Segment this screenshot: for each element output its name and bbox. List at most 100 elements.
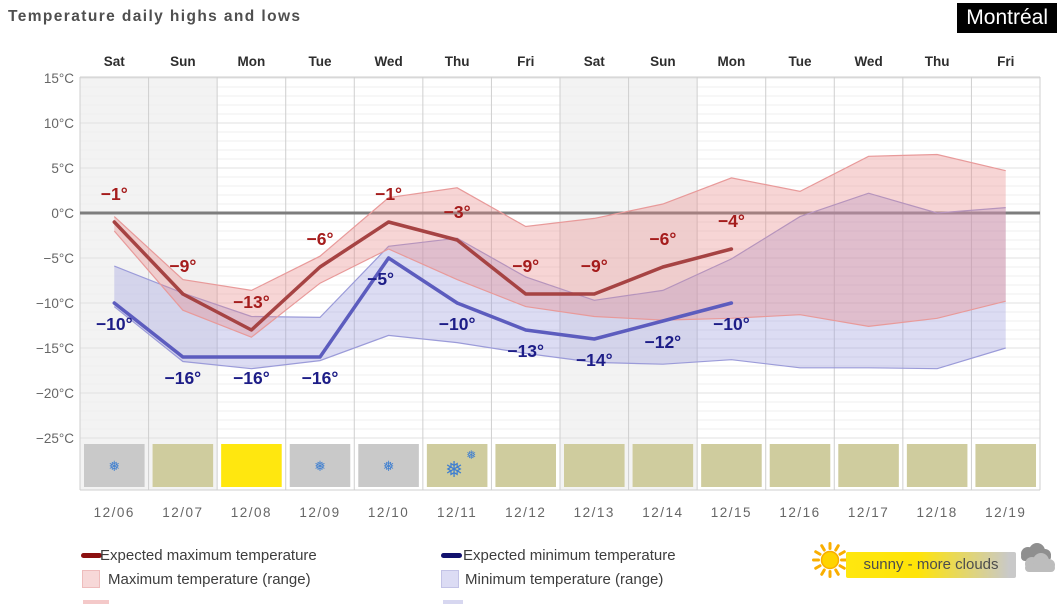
y-axis-tick: −20°C [36, 386, 74, 401]
day-label: Thu [925, 54, 950, 69]
min-temp-label: −10° [439, 314, 476, 334]
min-temp-label: −12° [645, 332, 682, 352]
weather-cell-12-15 [701, 444, 762, 487]
min-temp-label: −10° [713, 314, 750, 334]
snowflake-icon: ❅ [445, 458, 463, 483]
temperature-chart: −1° −9° −13° −6° −1° −3° −9° −9° −6° −4° −10° −16° −… [36, 54, 1041, 520]
min-temp-label: −5° [367, 269, 394, 289]
max-temp-label: −1° [375, 184, 402, 204]
min-temp-label: −16° [233, 368, 270, 388]
max-temp-label: −13° [233, 292, 270, 312]
day-label: Sun [170, 54, 196, 69]
day-label: Sat [584, 54, 606, 69]
weather-cell-12-06 [84, 444, 145, 487]
sun-ray [814, 550, 822, 556]
max-temp-label: −4° [718, 211, 745, 231]
y-axis-tick: 5°C [51, 161, 74, 176]
day-label: Sat [104, 54, 126, 69]
weather-cell-12-12 [495, 444, 556, 487]
day-label: Wed [374, 54, 402, 69]
legend-expected-max-swatch [81, 553, 102, 558]
min-temp-label: −10° [96, 314, 133, 334]
min-temp-label: −16° [165, 368, 202, 388]
day-label: Mon [238, 54, 266, 69]
max-temp-label: −6° [649, 229, 676, 249]
date-label: 12/16 [779, 505, 820, 520]
y-axis-tick: −10°C [36, 296, 74, 311]
weather-cell-12-19 [975, 444, 1036, 487]
sun-ray [820, 568, 826, 576]
day-label: Fri [517, 54, 534, 69]
date-label: 12/11 [437, 505, 477, 520]
expected-max-line [112, 220, 734, 332]
min-range-band-upper-border [114, 192, 1006, 319]
sun-ray [838, 550, 846, 556]
max-temp-label: −6° [307, 229, 334, 249]
max-temp-label: −9° [512, 256, 539, 276]
date-label: 12/09 [299, 505, 340, 520]
weather-cell-12-16 [769, 444, 831, 487]
snowflake-icon: ❅ [466, 448, 476, 462]
date-label: 12/19 [985, 505, 1026, 520]
legend-expected-min-swatch [441, 553, 462, 558]
legend-max-range-swatch [82, 570, 100, 588]
forecast-status-pill: sunny - more clouds [846, 552, 1016, 578]
date-label: 12/14 [642, 505, 683, 520]
legend-max-range-label: Maximum temperature (range) [108, 571, 311, 588]
date-label: 12/18 [916, 505, 957, 520]
sun-ray [820, 544, 826, 552]
sun-core [820, 550, 840, 570]
clouds-icon [1021, 543, 1055, 572]
day-label: Mon [718, 54, 746, 69]
y-axis-tick: 0°C [51, 206, 74, 221]
weather-cell-12-13 [564, 444, 625, 487]
min-temp-label: −13° [507, 341, 544, 361]
date-label: 12/06 [94, 505, 135, 520]
min-temp-label: −14° [576, 350, 613, 370]
weather-cell-12-14 [632, 444, 694, 487]
max-range-band-upper-border [113, 153, 1006, 292]
page-title: Temperature daily highs and lows [8, 8, 302, 25]
location-badge: Montréal [957, 3, 1057, 33]
snowflake-icon: ❅ [314, 459, 326, 475]
date-label: 12/10 [368, 505, 409, 520]
day-label: Tue [789, 54, 812, 69]
legend-min-range-label: Minimum temperature (range) [465, 571, 664, 588]
sun-ray [834, 544, 840, 552]
max-temp-label: −1° [101, 184, 128, 204]
sun-ray [814, 564, 822, 570]
y-axis-tick: −15°C [36, 341, 74, 356]
max-temp-label: −9° [169, 256, 196, 276]
y-axis-tick: 10°C [44, 116, 74, 131]
day-label: Fri [997, 54, 1014, 69]
cutoff-legend-swatch-left [83, 600, 109, 604]
min-range-band-fill [114, 193, 1006, 369]
min-temp-label: −16° [302, 368, 339, 388]
date-label: 12/07 [162, 505, 203, 520]
weather-cell-12-17 [838, 444, 899, 487]
weather-cell-12-18 [906, 444, 968, 487]
min-range-band-lower-border [113, 306, 1006, 370]
legend-expected-min-label: Expected minimum temperature [463, 547, 676, 564]
weather-cell-12-10 [358, 444, 419, 487]
sun-ray [838, 564, 846, 570]
weather-cell-12-07 [152, 444, 214, 487]
date-label: 12/12 [505, 505, 546, 520]
date-label: 12/17 [848, 505, 889, 520]
day-label: Thu [445, 54, 470, 69]
expected-min-line [112, 256, 734, 359]
y-axis-tick: −25°C [36, 431, 74, 446]
front-cloud [1025, 553, 1055, 572]
sun-icon [812, 542, 848, 578]
y-axis-tick: −5°C [43, 251, 74, 266]
max-temp-label: −3° [444, 202, 471, 222]
max-range-band-fill [114, 154, 1006, 338]
day-label: Sun [650, 54, 676, 69]
date-label: 12/15 [711, 505, 752, 520]
y-axis-tick: 15°C [44, 71, 74, 86]
weather-cell-12-11 [426, 444, 488, 487]
weather-cell-12-08 [221, 444, 282, 487]
day-label: Tue [309, 54, 332, 69]
weekend-stripe [80, 77, 149, 490]
legend-min-range-swatch [441, 570, 459, 588]
